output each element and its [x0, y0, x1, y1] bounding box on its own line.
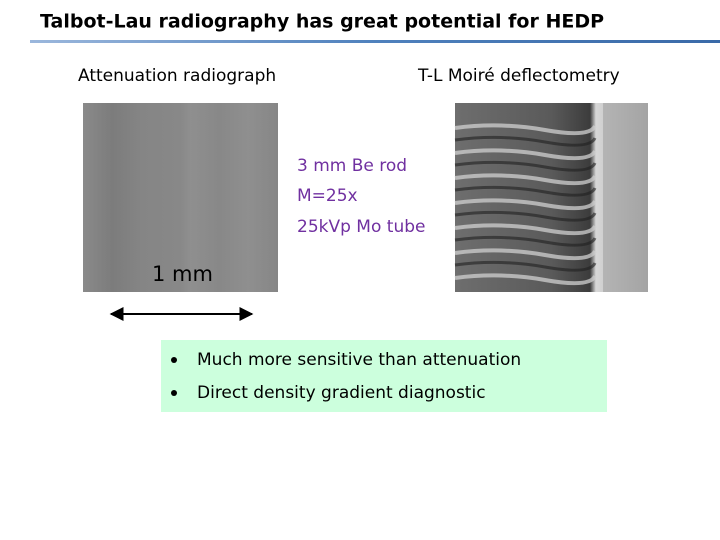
left-label: Attenuation radiograph: [78, 66, 276, 86]
slide-title: Talbot-Lau radiography has great potenti…: [40, 11, 604, 33]
bullet-text: Direct density gradient diagnostic: [197, 383, 486, 403]
setup-line: 25kVp Mo tube: [297, 217, 425, 237]
scale-label: 1 mm: [152, 262, 213, 286]
right-label: T-L Moiré deflectometry: [417, 66, 620, 86]
bullet-dot: [171, 357, 177, 363]
setup-line: 3 mm Be rod: [297, 156, 407, 176]
moire-image: [454, 103, 648, 292]
attenuation-image: [83, 103, 278, 292]
bullet-text: Much more sensitive than attenuation: [197, 350, 521, 370]
title-rule: [30, 40, 720, 43]
bullet-box: [161, 340, 607, 412]
setup-line: M=25x: [297, 186, 358, 206]
bullet-dot: [171, 390, 177, 396]
